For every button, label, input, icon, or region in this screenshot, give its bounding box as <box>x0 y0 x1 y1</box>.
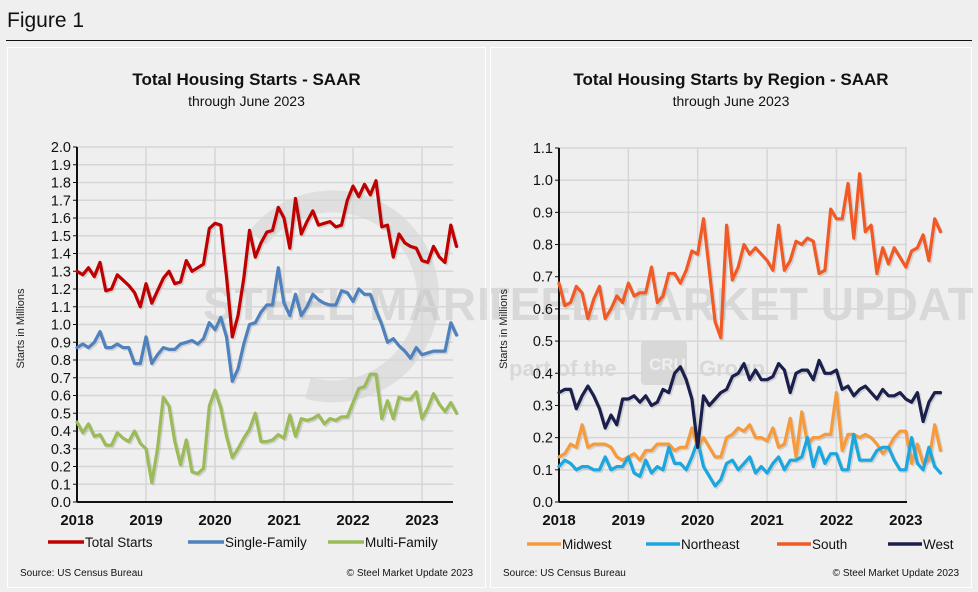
chart-title: Total Housing Starts by Region - SAAR <box>573 70 889 89</box>
legend-label: West <box>923 537 954 552</box>
x-tick-label: 2021 <box>750 512 783 529</box>
x-tick-label: 2023 <box>405 512 438 529</box>
y-tick-label: 0.9 <box>51 335 71 351</box>
x-tick-label: 2020 <box>198 512 231 529</box>
x-tick-label: 2022 <box>336 512 369 529</box>
y-tick-label: 1.7 <box>51 193 71 209</box>
x-tick-label: 2019 <box>129 512 162 529</box>
watermark-subtext: part of the <box>509 356 617 381</box>
regional-starts-chart: STEEL MARKET UPDATEpart of theCRUGroup0.… <box>491 141 973 552</box>
series-line-midwest <box>557 391 943 465</box>
y-tick-label: 0.7 <box>533 270 553 286</box>
legend-label: Multi-Family <box>365 535 438 550</box>
series-line-single-family <box>75 266 459 383</box>
y-tick-label: 0.2 <box>51 460 71 476</box>
y-tick-label: 0.3 <box>533 398 553 414</box>
copyright-note: © Steel Market Update 2023 <box>346 568 473 579</box>
series-shadow <box>558 173 944 341</box>
y-tick-label: 0.1 <box>51 477 71 493</box>
y-tick-label: 0.6 <box>533 302 553 318</box>
y-tick-label: 0.7 <box>51 371 71 387</box>
chart-panel-total-starts: Total Housing Starts - SAAR through June… <box>7 47 487 588</box>
legend-label: Northeast <box>681 537 740 552</box>
source-note: Source: US Census Bureau <box>503 568 626 579</box>
y-tick-label: 0.9 <box>533 205 553 221</box>
series-line-multi-family <box>75 372 459 485</box>
total-starts-chart: STEEL MARKET UPDATE 0.0 0.10.2 0.3 0.4 0.50.6… <box>15 140 487 550</box>
y-tick-label: 1.6 <box>51 211 71 227</box>
series-line-west <box>557 358 943 449</box>
series-line-south <box>557 172 943 340</box>
legend-label: Single-Family <box>225 535 307 550</box>
legend-label: Total Starts <box>85 535 153 550</box>
y-tick-label: 1.0 <box>533 173 553 189</box>
y-tick-label: 0.8 <box>51 353 71 369</box>
legend-label: Midwest <box>562 537 612 552</box>
y-tick-label: 1.1 <box>533 141 553 157</box>
chart-panel-regional-starts: Total Housing Starts by Region - SAAR th… <box>490 47 973 588</box>
y-tick-label: 0.1 <box>533 463 553 479</box>
watermark-swoosh <box>249 190 439 403</box>
y-tick-label: 0.3 <box>51 442 71 458</box>
source-note: Source: US Census Bureau <box>20 568 143 579</box>
watermark-text: STEEL MARKET UPDATE <box>203 278 487 330</box>
y-axis-label: Starts in Millions <box>15 288 27 369</box>
y-axis-label: Starts in Millions <box>498 288 510 369</box>
y-tick-label: 0.6 <box>51 389 71 405</box>
y-tick-label: 0.5 <box>533 334 553 350</box>
y-tick-label: 1.3 <box>51 264 71 280</box>
y-tick-label: 2.0 <box>51 140 71 156</box>
series-line-total-starts <box>75 179 459 339</box>
x-tick-label: 2019 <box>612 512 645 529</box>
figure-title-rule <box>6 40 972 41</box>
watermark-text: STEEL MARKET UPDATE <box>491 278 973 330</box>
y-tick-label: 1.0 <box>51 318 71 334</box>
y-tick-label: 1.8 <box>51 176 71 192</box>
x-tick-label: 2023 <box>889 512 922 529</box>
x-tick-label: 2021 <box>267 512 300 529</box>
y-tick-label: 0.5 <box>51 406 71 422</box>
x-tick-label: 2018 <box>60 512 93 529</box>
y-tick-label: 0.2 <box>533 431 553 447</box>
y-tick-label: 0.0 <box>533 495 553 511</box>
x-tick-label: 2022 <box>820 512 853 529</box>
series-shadow <box>77 180 460 340</box>
y-tick-label: 1.2 <box>51 282 71 298</box>
y-tick-label: 1.5 <box>51 229 71 245</box>
y-tick-label: 0.8 <box>533 238 553 254</box>
y-tick-label: 1.9 <box>51 158 71 174</box>
y-tick-label: 0.4 <box>533 366 553 382</box>
x-tick-label: 2020 <box>681 512 714 529</box>
figure-title: Figure 1 <box>7 9 85 32</box>
copyright-note: © Steel Market Update 2023 <box>832 568 959 579</box>
chart-subtitle: through June 2023 <box>672 93 790 109</box>
y-tick-label: 1.1 <box>51 300 71 316</box>
chart-subtitle: through June 2023 <box>188 93 305 109</box>
chart-title: Total Housing Starts - SAAR <box>132 70 361 89</box>
y-tick-label: 1.4 <box>51 247 71 263</box>
x-tick-label: 2018 <box>542 512 575 529</box>
series-line-northeast <box>557 432 943 488</box>
legend-label: South <box>812 537 847 552</box>
y-tick-label: 0.4 <box>51 424 71 440</box>
y-tick-label: 0.0 <box>51 495 71 511</box>
